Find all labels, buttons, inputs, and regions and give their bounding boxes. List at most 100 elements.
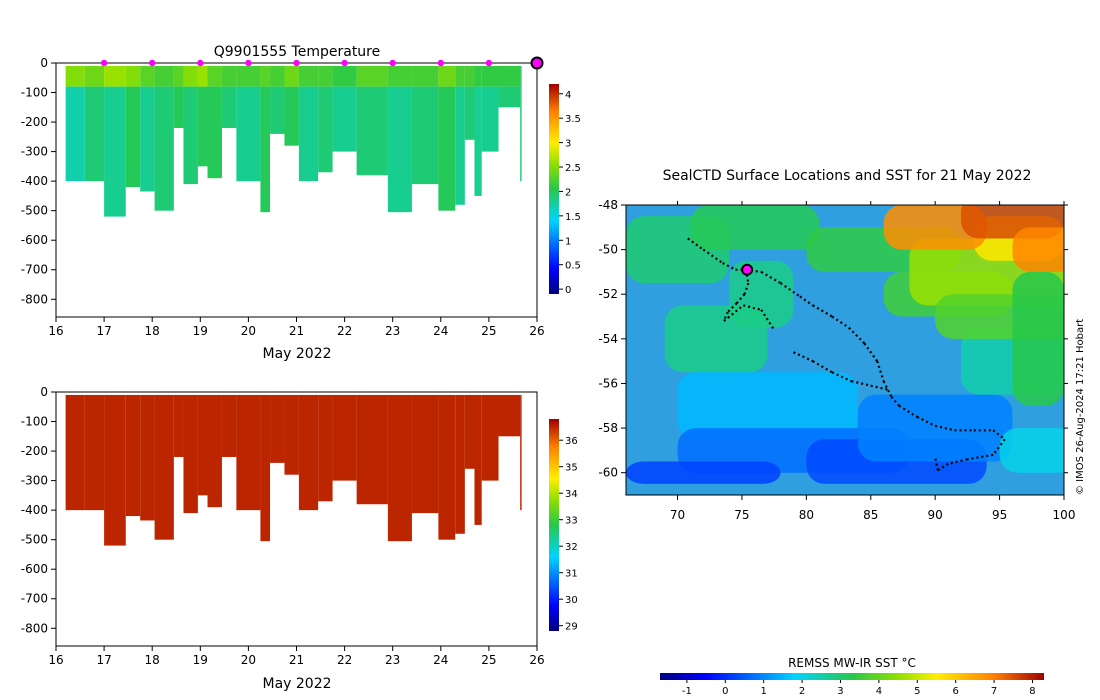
salinity-colorbar-ticks: 29 30 31 32 33 34 35 36 bbox=[559, 436, 578, 633]
imos-credit: © IMOS 26-Aug-2024 17:21 Hobart bbox=[1075, 319, 1086, 495]
y-tick-label: -400 bbox=[21, 503, 48, 517]
temperature-upper-cell bbox=[332, 65, 357, 87]
colorbar-tick-label: 35 bbox=[565, 463, 578, 474]
sst-patch bbox=[677, 372, 858, 440]
track-segment bbox=[779, 282, 801, 298]
track-segment bbox=[742, 304, 762, 311]
x-tick-label: 17 bbox=[96, 324, 111, 338]
x-tick-label: 24 bbox=[433, 653, 448, 667]
salinity-panel: 0 -100 -200 -300 -400 -500 -600 -700 -800 16 17 18… bbox=[21, 385, 578, 692]
temperature-upper-cell bbox=[104, 65, 126, 87]
map-y-axis: -48 -50 -52 -54 -56 -58 -60 bbox=[598, 198, 1068, 480]
temperature-upper-cell bbox=[270, 65, 285, 87]
salinity-profile-cell bbox=[207, 394, 222, 508]
y-tick-label: -500 bbox=[21, 533, 48, 547]
colorbar-tick-label: 1 bbox=[760, 686, 766, 697]
profile-marker bbox=[100, 59, 108, 67]
temperature-upper-cell bbox=[125, 65, 141, 87]
colorbar-tick-label: 1.5 bbox=[565, 212, 581, 223]
salinity-profile-cell bbox=[270, 394, 285, 463]
salinity-profile-cell bbox=[197, 394, 208, 496]
salinity-profile-cell bbox=[221, 394, 237, 457]
x-tick-label: 22 bbox=[337, 653, 352, 667]
profile-markers bbox=[100, 56, 544, 70]
profile-marker bbox=[485, 59, 493, 67]
sst-field-shapes bbox=[626, 205, 1064, 484]
x-tick-label: 23 bbox=[385, 653, 400, 667]
track-segment bbox=[870, 384, 891, 392]
track-segment bbox=[863, 342, 879, 362]
sst-patch bbox=[999, 428, 1064, 473]
temperature-profile-cell bbox=[284, 86, 299, 146]
temperature-panel: Q9901555 Temperature 0 -100 -200 -300 -400 -5… bbox=[21, 44, 581, 362]
salinity-profiles bbox=[65, 394, 522, 546]
y-tick-label: -50 bbox=[598, 243, 618, 257]
sst-patch bbox=[729, 260, 794, 328]
profile-marker bbox=[293, 59, 300, 67]
colorbar-tick-label: 3 bbox=[565, 139, 571, 150]
colorbar-tick-label: 34 bbox=[565, 489, 578, 500]
temperature-profile-cell bbox=[298, 86, 319, 182]
y-tick-label: -100 bbox=[21, 415, 48, 429]
y-tick-label: -400 bbox=[21, 174, 48, 188]
temperature-upper-cell bbox=[455, 65, 465, 87]
temperature-upper-cell bbox=[236, 65, 261, 87]
temperature-x-axis: 16 17 18 19 20 21 22 23 24 25 26 bbox=[48, 317, 545, 338]
x-tick-label: 20 bbox=[241, 653, 256, 667]
track-segment bbox=[890, 396, 900, 407]
temperature-upper-cell bbox=[183, 65, 198, 87]
colorbar-tick-label: 2 bbox=[799, 686, 805, 697]
salinity-profile-cell bbox=[65, 394, 85, 511]
temperature-profile-cell bbox=[520, 86, 522, 182]
colorbar-tick-label: 4 bbox=[565, 90, 571, 101]
profile-marker bbox=[245, 59, 252, 67]
salinity-profile-cell bbox=[84, 394, 105, 511]
x-tick-label: 95 bbox=[992, 508, 1007, 522]
temperature-title: Q9901555 Temperature bbox=[214, 44, 381, 60]
profile-marker bbox=[149, 59, 156, 67]
y-tick-label: -56 bbox=[598, 376, 618, 390]
temperature-profile-cell bbox=[84, 86, 105, 182]
temperature-profile-cell bbox=[318, 86, 333, 173]
salinity-profile-cell bbox=[284, 394, 299, 475]
x-tick-label: 70 bbox=[670, 508, 685, 522]
track-segment bbox=[793, 351, 814, 363]
salinity-profile-cell bbox=[154, 394, 174, 540]
y-tick-label: 0 bbox=[40, 56, 48, 70]
x-tick-label: 80 bbox=[799, 508, 814, 522]
colorbar-tick-label: 31 bbox=[565, 569, 578, 580]
temperature-profile-cell bbox=[197, 86, 208, 167]
x-tick-label: 21 bbox=[289, 324, 304, 338]
y-tick-label: -600 bbox=[21, 562, 48, 576]
salinity-profile-cell bbox=[298, 394, 319, 511]
temperature-upper-cell bbox=[65, 65, 85, 87]
temperature-profile-cell bbox=[207, 86, 222, 179]
x-tick-label: 75 bbox=[734, 508, 749, 522]
temperature-profile-cell bbox=[236, 86, 261, 182]
temperature-profile-cell bbox=[125, 86, 141, 188]
seal-track bbox=[687, 237, 1006, 472]
salinity-profile-cell bbox=[438, 394, 456, 540]
x-tick-label: 16 bbox=[48, 653, 63, 667]
temperature-profile-cell bbox=[411, 86, 439, 185]
temperature-upper-cell bbox=[221, 65, 237, 87]
temperature-profile-cell bbox=[455, 86, 465, 205]
colorbar-tick-label: 33 bbox=[565, 516, 578, 527]
x-tick-label: 17 bbox=[96, 653, 111, 667]
temperature-profile-cell bbox=[173, 86, 184, 128]
track-segment bbox=[992, 438, 1006, 456]
colorbar-tick-label: 4 bbox=[876, 686, 882, 697]
temperature-upper-cell bbox=[411, 65, 439, 87]
temperature-upper-cell bbox=[284, 65, 299, 87]
y-tick-label: -600 bbox=[21, 233, 48, 247]
y-tick-label: 0 bbox=[40, 385, 48, 399]
track-segment bbox=[934, 456, 939, 471]
sst-patch bbox=[857, 394, 1013, 462]
salinity-profile-cell bbox=[520, 394, 522, 511]
y-tick-label: -200 bbox=[21, 444, 48, 458]
salinity-profile-cell bbox=[140, 394, 155, 521]
track-segment bbox=[851, 380, 872, 387]
sst-patch bbox=[690, 205, 820, 250]
temperature-upper-cell bbox=[520, 65, 522, 87]
